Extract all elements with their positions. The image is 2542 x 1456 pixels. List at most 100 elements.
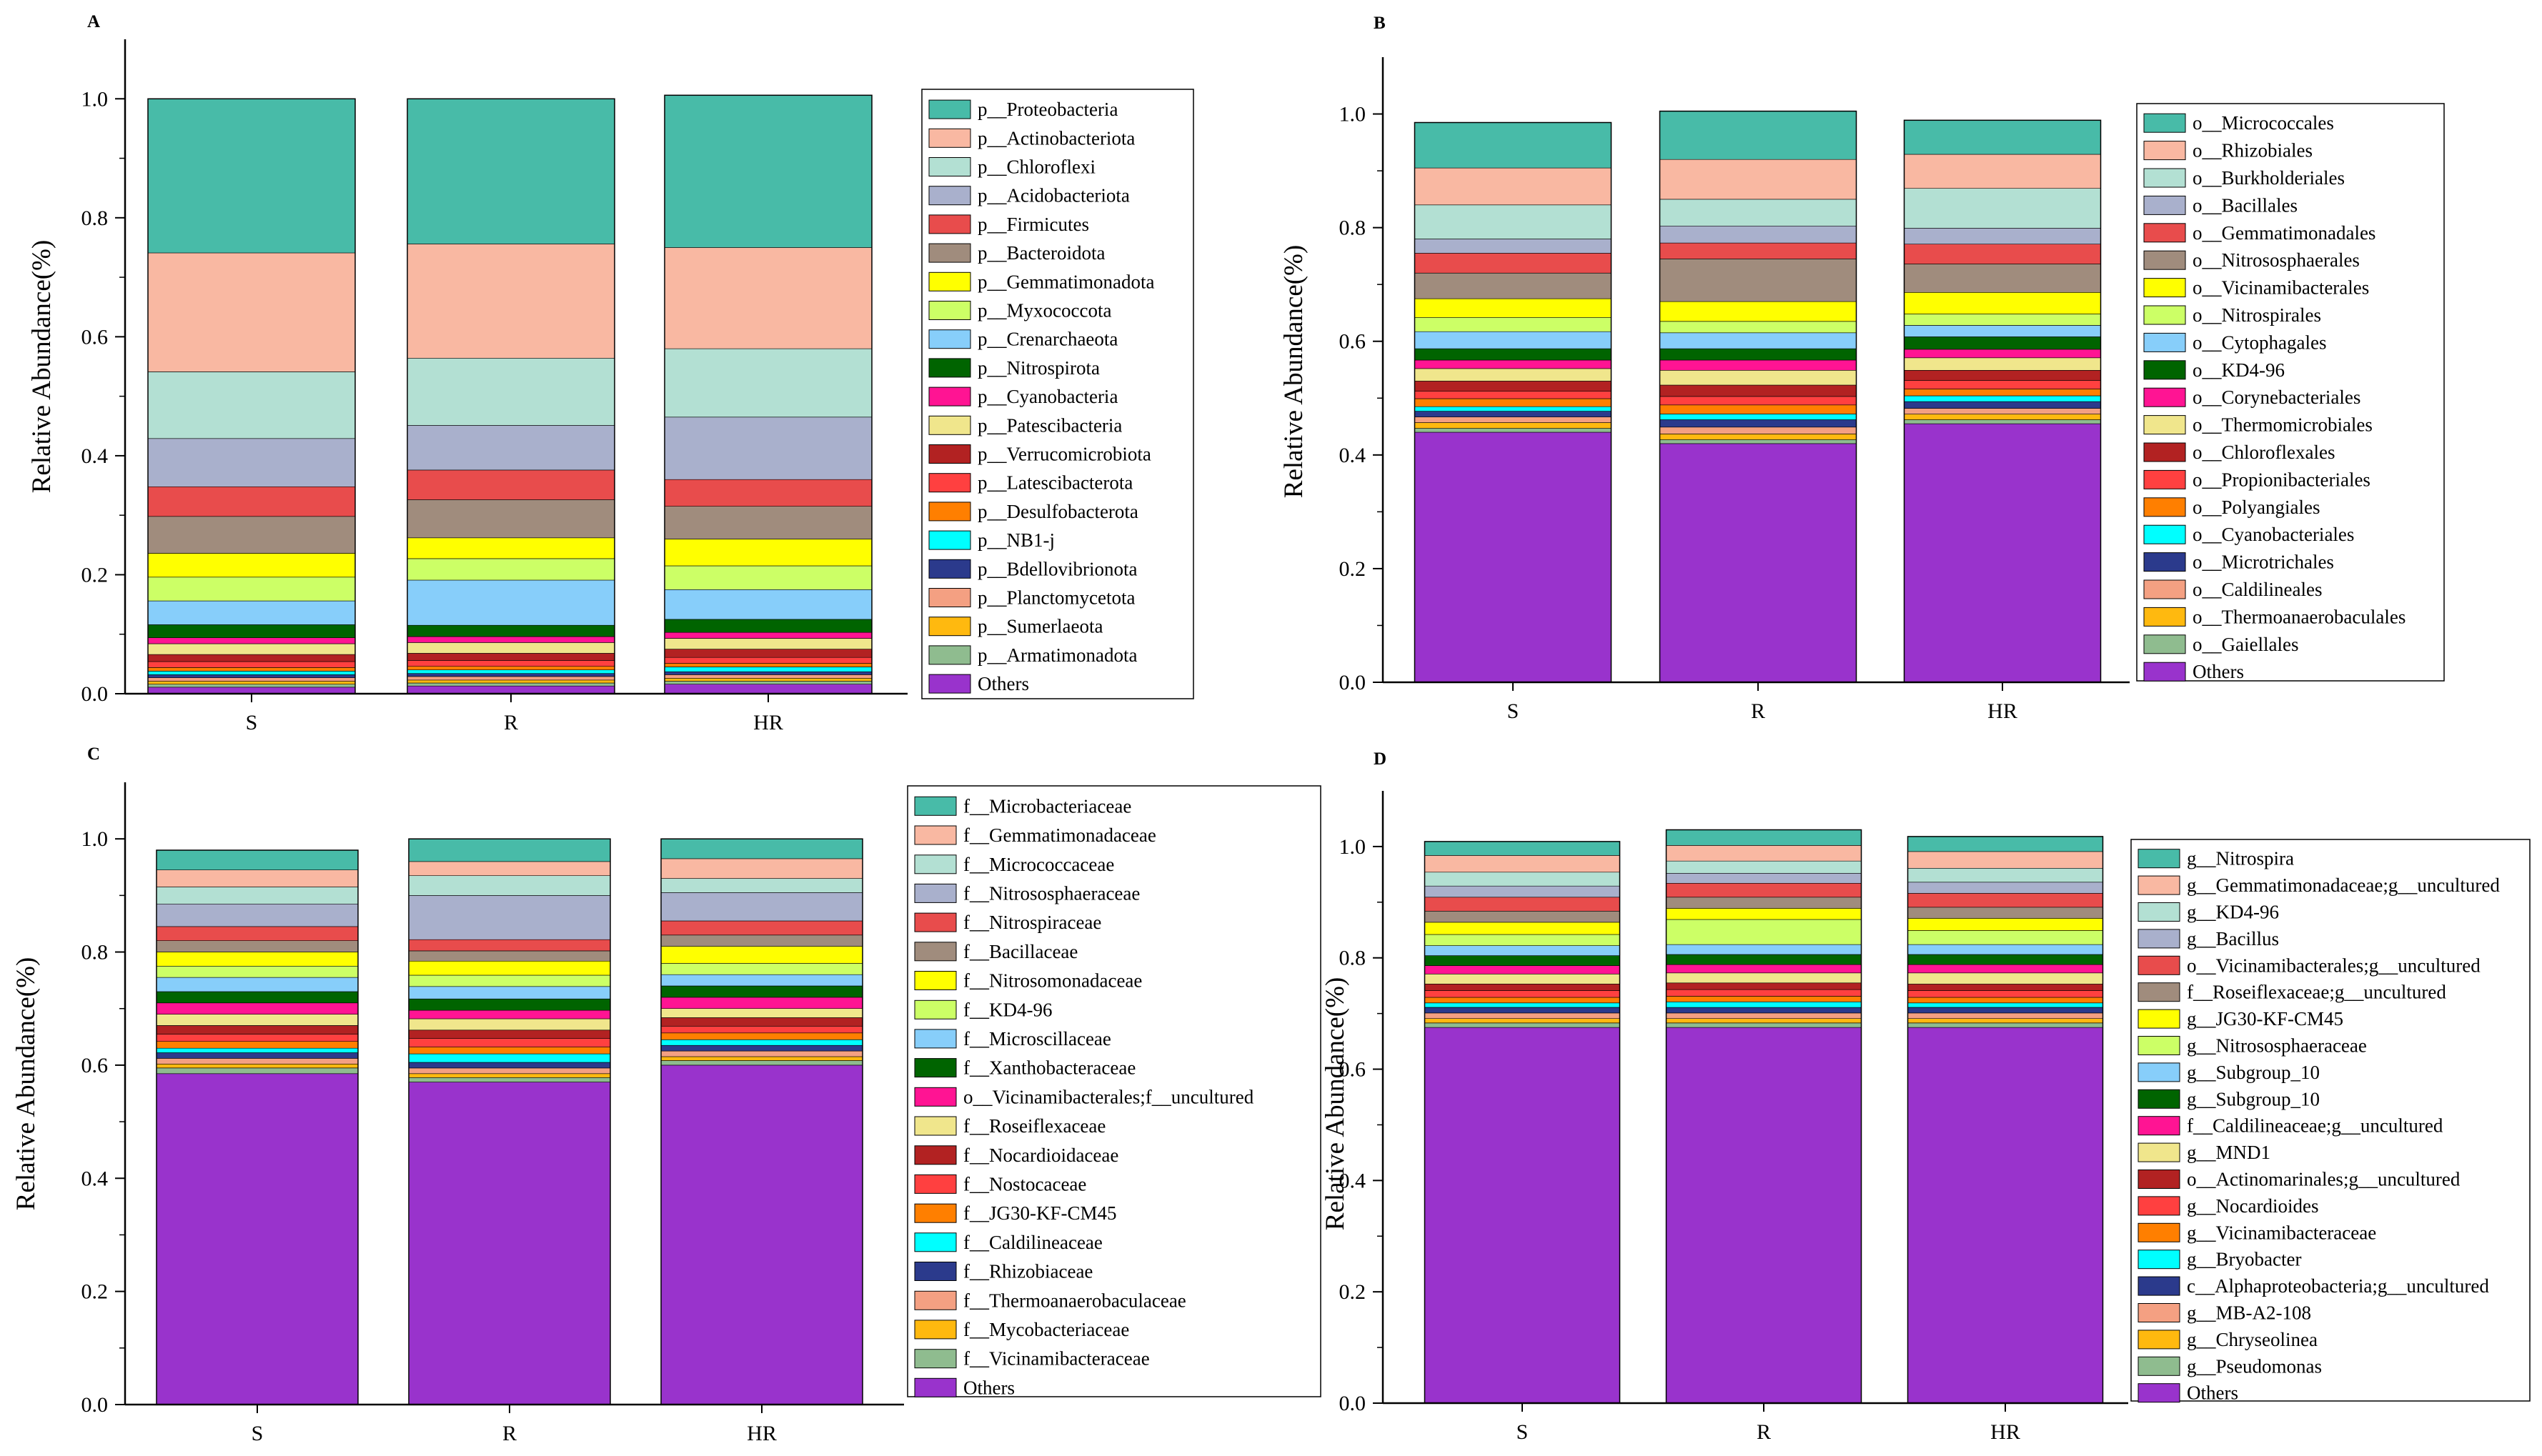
legend-swatch bbox=[928, 128, 971, 148]
legend-label: g__JG30-KF-CM45 bbox=[2187, 1008, 2343, 1029]
bar-segment bbox=[664, 479, 873, 507]
bar-segment bbox=[660, 920, 863, 936]
bar-segment bbox=[408, 999, 611, 1011]
panel-letter: B bbox=[1374, 14, 1386, 33]
legend-label: f__Xanthobacteraceae bbox=[963, 1057, 1136, 1079]
bar-segment bbox=[408, 939, 611, 952]
legend-swatch bbox=[928, 588, 971, 607]
legend-swatch bbox=[914, 912, 957, 932]
legend-label: p__Latescibacterota bbox=[978, 472, 1133, 494]
legend-label: o__Burkholderiales bbox=[2193, 167, 2345, 189]
legend-label: Others bbox=[978, 673, 1029, 694]
y-tick-label: 0.0 bbox=[81, 682, 109, 706]
bar-segment bbox=[156, 869, 359, 887]
bar-segment bbox=[1414, 359, 1612, 369]
legend-swatch bbox=[928, 617, 971, 637]
legend-label: g__Nocardioides bbox=[2187, 1195, 2318, 1217]
bar-segment bbox=[1907, 1018, 2103, 1024]
bar-segment bbox=[1904, 228, 2101, 244]
bar-segment bbox=[1659, 111, 1857, 160]
legend-label: o__Caldilineales bbox=[2193, 579, 2322, 600]
bar-segment bbox=[1904, 336, 2101, 350]
bar-segment bbox=[408, 1018, 611, 1031]
bar-segment bbox=[1414, 432, 1612, 683]
bar-segment bbox=[147, 577, 356, 602]
bar-segment bbox=[156, 1058, 359, 1064]
bar-segment bbox=[407, 669, 615, 674]
bar-segment bbox=[1659, 159, 1857, 200]
bar-segment bbox=[1666, 883, 1862, 898]
bar-segment bbox=[1424, 945, 1620, 956]
legend-swatch bbox=[2138, 849, 2180, 869]
bar-segment bbox=[664, 589, 873, 620]
bar-segment bbox=[408, 1073, 611, 1078]
legend-swatch bbox=[2143, 195, 2186, 215]
y-tick-label: 0.6 bbox=[1339, 330, 1366, 354]
bar-segment bbox=[1414, 398, 1612, 407]
panel-letter: D bbox=[1374, 749, 1386, 769]
legend-label: p__Proteobacteria bbox=[978, 99, 1118, 120]
bar-segment bbox=[1424, 965, 1620, 974]
x-tick-label: S bbox=[252, 1422, 264, 1445]
legend-label: f__Mycobacteriaceae bbox=[963, 1319, 1129, 1340]
y-tick-label: 0.0 bbox=[1339, 671, 1366, 694]
bar-segment bbox=[147, 553, 356, 578]
bar-segment bbox=[1424, 1027, 1620, 1404]
legend-label: o__Rhizobiales bbox=[2193, 140, 2313, 161]
bar-segment bbox=[1907, 972, 2103, 984]
legend-label: f__Nitrospiraceae bbox=[963, 912, 1101, 933]
legend-swatch bbox=[914, 1262, 957, 1281]
legend-label: f__Bacillaceae bbox=[963, 941, 1078, 962]
x-tick-label: R bbox=[1751, 699, 1765, 723]
bar-segment bbox=[147, 643, 356, 655]
legend-swatch bbox=[928, 502, 971, 522]
legend-label: o__Corynebacteriales bbox=[2193, 387, 2360, 408]
legend-label: p__Nitrospirota bbox=[978, 357, 1100, 379]
bar-segment bbox=[1666, 845, 1862, 862]
bar-segment bbox=[664, 649, 873, 658]
legend-swatch bbox=[928, 645, 971, 665]
bar-segment bbox=[156, 903, 359, 927]
legend-label: o__Vicinamibacterales;f__uncultured bbox=[963, 1086, 1254, 1107]
bar-segment bbox=[1424, 1012, 1620, 1019]
legend-swatch bbox=[914, 1377, 957, 1397]
bar-segment bbox=[1666, 972, 1862, 984]
bar-segment bbox=[1414, 298, 1612, 318]
legend-swatch bbox=[2138, 1089, 2180, 1109]
bar-segment bbox=[1666, 954, 1862, 965]
legend-swatch bbox=[914, 971, 957, 990]
legend-label: o__Microtrichales bbox=[2193, 552, 2334, 573]
x-tick-label: HR bbox=[753, 711, 783, 734]
legend-label: o__Polyangiales bbox=[2193, 497, 2320, 518]
y-tick-label: 0.0 bbox=[1339, 1392, 1366, 1415]
legend-label: f__Caldilineaceae;g__uncultured bbox=[2187, 1115, 2443, 1137]
bar-segment bbox=[147, 99, 356, 254]
legend-swatch bbox=[2138, 955, 2180, 975]
legend-label: f__Caldilineaceae bbox=[963, 1232, 1103, 1253]
legend-swatch bbox=[928, 157, 971, 176]
legend-label: g__Bacillus bbox=[2187, 928, 2279, 949]
bar-segment bbox=[660, 963, 863, 975]
bar-segment bbox=[1907, 893, 2103, 908]
legend-swatch bbox=[2138, 1356, 2180, 1376]
legend-swatch bbox=[914, 999, 957, 1019]
legend-swatch bbox=[928, 674, 971, 694]
legend-label: g__MB-A2-108 bbox=[2187, 1302, 2311, 1324]
bar-segment bbox=[660, 1017, 863, 1027]
bar-segment bbox=[1659, 414, 1857, 420]
bar-segment bbox=[156, 1034, 359, 1042]
legend-swatch bbox=[2138, 1062, 2180, 1082]
bar-segment bbox=[407, 685, 615, 694]
bar-segment bbox=[1659, 301, 1857, 322]
bar-segment bbox=[1907, 907, 2103, 919]
bar-segment bbox=[147, 677, 356, 682]
legend-swatch bbox=[2138, 1383, 2180, 1403]
bar-segment bbox=[664, 684, 873, 694]
bar-segment bbox=[407, 673, 615, 677]
bar-segment bbox=[1904, 291, 2101, 314]
legend-label: p__Desulfobacterota bbox=[978, 501, 1138, 522]
legend-swatch bbox=[914, 1058, 957, 1078]
bar-segment bbox=[1907, 964, 2103, 974]
bar-segment bbox=[664, 674, 873, 679]
